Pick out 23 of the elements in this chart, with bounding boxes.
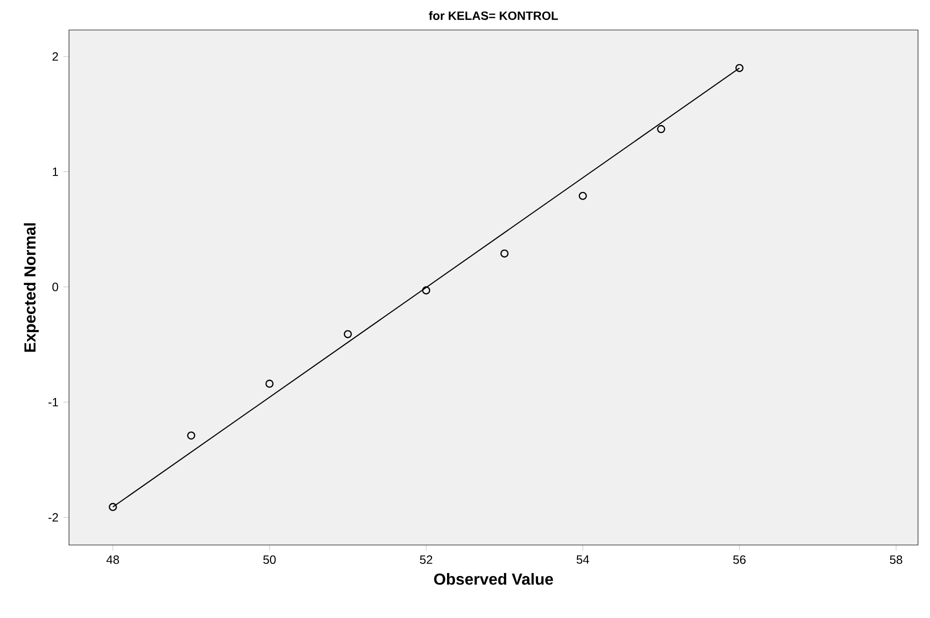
- point: [657, 125, 666, 134]
- y-tick-label: -1: [48, 398, 58, 406]
- x-tick-label: 50: [263, 555, 276, 564]
- point: [265, 380, 274, 388]
- point: [422, 286, 430, 294]
- x-tick-label: 56: [733, 555, 746, 564]
- x-tick-label: 58: [890, 555, 902, 564]
- y-axis-title: Expected Normal: [24, 223, 39, 352]
- point: [187, 431, 196, 440]
- point: [344, 330, 352, 338]
- point: [578, 192, 587, 200]
- y-tick-label: 0: [52, 282, 58, 292]
- point: [735, 64, 744, 72]
- y-tick-label: 2: [52, 52, 58, 61]
- chart-title: for KELAS= KONTROL: [428, 11, 558, 20]
- x-tick-label: 52: [420, 555, 432, 564]
- x-tick-label: 54: [576, 555, 590, 564]
- point: [108, 502, 117, 512]
- point: [500, 249, 509, 258]
- y-tick-label: 1: [52, 168, 58, 176]
- x-tick-label: 48: [106, 555, 120, 564]
- y-tick-label: -2: [48, 513, 58, 522]
- x-axis-title: Observed Value: [434, 573, 553, 585]
